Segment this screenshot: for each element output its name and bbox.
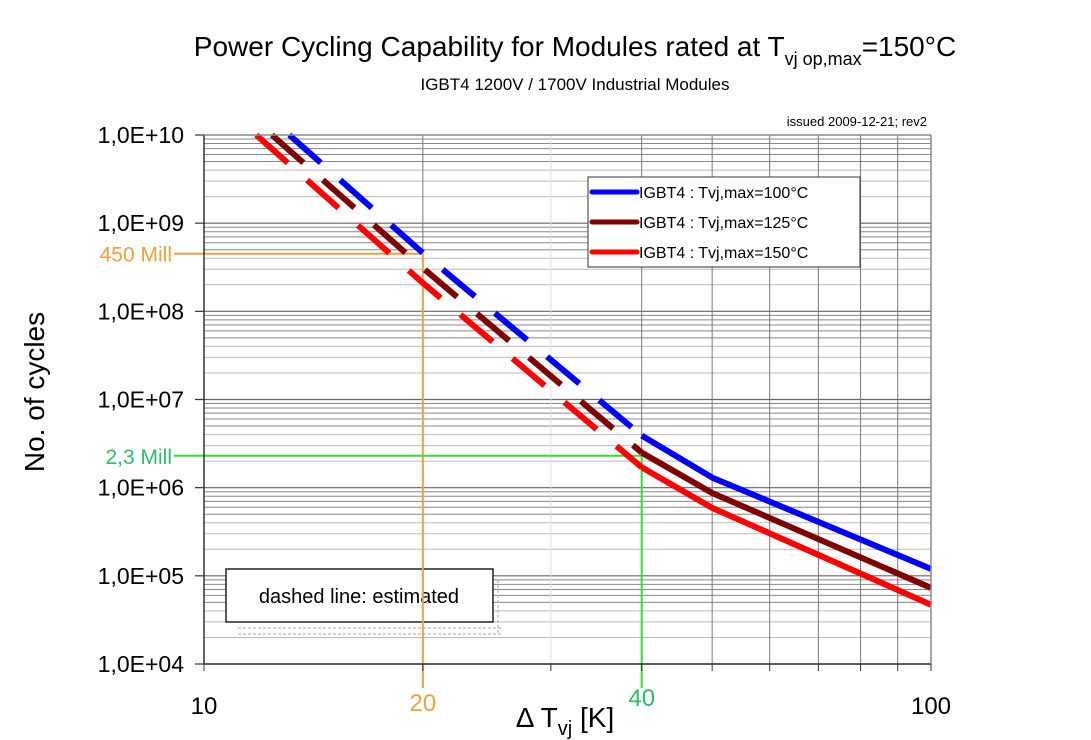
annotations: [174, 252, 643, 688]
series-line-solid: [640, 433, 933, 572]
legend-item: IGBT4 : Tvj,max=125°C: [589, 215, 808, 232]
axes: [195, 134, 932, 671]
annotation-x-label: 20: [409, 690, 436, 717]
legend-item: IGBT4 : Tvj,max=150°C: [589, 245, 808, 262]
chart-title: Power Cycling Capability for Modules rat…: [194, 31, 956, 69]
x-tick-label: 10: [191, 693, 218, 720]
y-tick-label: 1,0E+04: [98, 651, 185, 677]
y-tick-label: 1,0E+05: [98, 563, 184, 589]
y-tick-label: 1,0E+09: [98, 210, 184, 236]
tick-labels: 450 Mill 20 2,3 Mill 40 1,0E+10 1,0E+09 1,0E+0…: [98, 122, 951, 720]
chart-subtitle: IGBT4 1200V / 1700V Industrial Modules: [420, 75, 729, 94]
series-line-dashed: [254, 132, 644, 470]
issued-date: issued 2009-12-21; rev2: [787, 114, 927, 129]
series-line-solid: [640, 464, 933, 608]
annotation-x-label: 40: [628, 685, 655, 712]
legend: IGBT4 : Tvj,max=100°C IGBT4 : Tvj,max=125…: [587, 176, 861, 268]
y-tick-label: 1,0E+08: [98, 298, 184, 324]
x-tick-label: 100: [911, 693, 951, 720]
note-frame: [225, 568, 494, 623]
annotation-y-label: 450 Mill: [100, 244, 172, 267]
y-axis-title: No. of cycles: [19, 312, 50, 472]
legend-label: IGBT4 : Tvj,max=100°C: [639, 185, 808, 202]
note-box: dashed line: estimated: [225, 568, 502, 635]
y-tick-label: 1,0E+10: [98, 122, 184, 148]
annotation-y-label: 2,3 Mill: [105, 446, 172, 469]
y-tick-label: 1,0E+06: [98, 475, 184, 501]
series-line-solid: [640, 449, 933, 591]
legend-label: IGBT4 : Tvj,max=125°C: [639, 215, 808, 232]
series-line-dashed: [287, 132, 644, 438]
legend-label: IGBT4 : Tvj,max=150°C: [639, 245, 808, 262]
series: [254, 132, 933, 608]
x-axis-title: Δ Tvj [K]: [516, 702, 615, 740]
note-shadow: [238, 580, 502, 635]
y-tick-label: 1,0E+07: [98, 387, 184, 413]
note-text: dashed line: estimated: [259, 586, 459, 608]
legend-item: IGBT4 : Tvj,max=100°C: [589, 185, 808, 202]
